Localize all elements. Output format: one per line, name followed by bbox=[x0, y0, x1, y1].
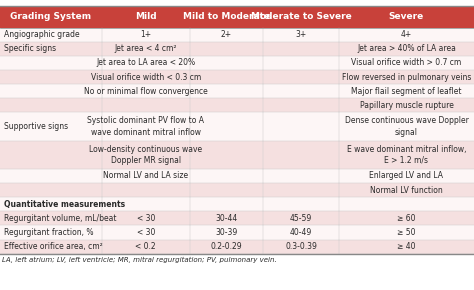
Text: Grading System: Grading System bbox=[10, 12, 91, 21]
Text: 4+: 4+ bbox=[401, 30, 412, 39]
Bar bbox=[0, 197, 474, 211]
Text: Enlarged LV and LA: Enlarged LV and LA bbox=[369, 171, 444, 180]
Text: Mild: Mild bbox=[135, 12, 156, 21]
Text: LA, left atrium; LV, left ventricle; MR, mitral regurgitation; PV, pulmonary vei: LA, left atrium; LV, left ventricle; MR,… bbox=[2, 257, 277, 263]
Text: < 0.2: < 0.2 bbox=[136, 242, 156, 251]
Text: Jet area to LA area < 20%: Jet area to LA area < 20% bbox=[96, 58, 195, 67]
Text: Flow reversed in pulmonary veins: Flow reversed in pulmonary veins bbox=[342, 72, 471, 81]
Text: 45-59: 45-59 bbox=[290, 214, 312, 223]
Bar bbox=[0, 225, 474, 240]
Text: ≥ 50: ≥ 50 bbox=[397, 228, 416, 237]
Text: ≥ 40: ≥ 40 bbox=[397, 242, 416, 251]
Text: 30-39: 30-39 bbox=[215, 228, 237, 237]
Text: Systolic dominant PV flow to A
wave dominant mitral inflow: Systolic dominant PV flow to A wave domi… bbox=[87, 117, 204, 137]
Text: 0.3-0.39: 0.3-0.39 bbox=[285, 242, 317, 251]
Bar bbox=[0, 211, 474, 225]
Bar bbox=[0, 70, 474, 84]
Text: ≥ 60: ≥ 60 bbox=[397, 214, 416, 223]
Text: Low-density continuous wave
Doppler MR signal: Low-density continuous wave Doppler MR s… bbox=[89, 145, 202, 165]
Bar bbox=[0, 141, 474, 169]
Text: 30-44: 30-44 bbox=[215, 214, 237, 223]
Text: Quantitative measurements: Quantitative measurements bbox=[4, 200, 125, 209]
Bar bbox=[0, 112, 474, 141]
Bar bbox=[0, 240, 474, 254]
Bar bbox=[0, 42, 474, 56]
Text: Normal LV function: Normal LV function bbox=[370, 186, 443, 195]
Text: 3+: 3+ bbox=[295, 30, 307, 39]
Bar bbox=[0, 84, 474, 98]
Text: Dense continuous wave Doppler
signal: Dense continuous wave Doppler signal bbox=[345, 117, 468, 137]
Text: < 30: < 30 bbox=[137, 214, 155, 223]
Text: Supportive signs: Supportive signs bbox=[4, 122, 68, 131]
Text: Severe: Severe bbox=[389, 12, 424, 21]
Text: 40-49: 40-49 bbox=[290, 228, 312, 237]
Text: No or minimal flow convergence: No or minimal flow convergence bbox=[84, 87, 208, 96]
Bar bbox=[0, 28, 474, 42]
Bar bbox=[0, 183, 474, 197]
Text: Regurgitant volume, mL/beat: Regurgitant volume, mL/beat bbox=[4, 214, 116, 223]
Text: Mild to Moderate: Mild to Moderate bbox=[183, 12, 270, 21]
Text: Regurgitant fraction, %: Regurgitant fraction, % bbox=[4, 228, 93, 237]
Text: Angiographic grade: Angiographic grade bbox=[4, 30, 80, 39]
Text: Major flail segment of leaflet: Major flail segment of leaflet bbox=[351, 87, 462, 96]
Text: Jet area > 40% of LA area: Jet area > 40% of LA area bbox=[357, 44, 456, 53]
Text: Effective orifice area, cm²: Effective orifice area, cm² bbox=[4, 242, 102, 251]
Text: Moderate to Severe: Moderate to Severe bbox=[251, 12, 351, 21]
Text: Visual orifice width > 0.7 cm: Visual orifice width > 0.7 cm bbox=[351, 58, 462, 67]
Bar bbox=[0, 98, 474, 112]
Text: Papillary muscle rupture: Papillary muscle rupture bbox=[359, 101, 454, 110]
Bar bbox=[0, 169, 474, 183]
Text: Specific signs: Specific signs bbox=[4, 44, 56, 53]
Text: Jet area < 4 cm²: Jet area < 4 cm² bbox=[115, 44, 177, 53]
Bar bbox=[0, 6, 474, 28]
Text: 0.2-0.29: 0.2-0.29 bbox=[210, 242, 242, 251]
Text: Visual orifice width < 0.3 cm: Visual orifice width < 0.3 cm bbox=[91, 72, 201, 81]
Text: Normal LV and LA size: Normal LV and LA size bbox=[103, 171, 188, 180]
Text: < 30: < 30 bbox=[137, 228, 155, 237]
Bar bbox=[0, 56, 474, 70]
Text: 2+: 2+ bbox=[221, 30, 232, 39]
Text: E wave dominant mitral inflow,
E > 1.2 m/s: E wave dominant mitral inflow, E > 1.2 m… bbox=[346, 145, 466, 165]
Text: 1+: 1+ bbox=[140, 30, 151, 39]
